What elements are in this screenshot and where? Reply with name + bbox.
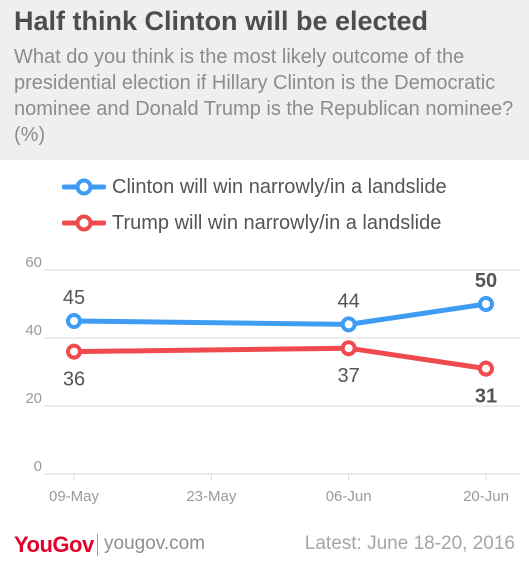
clinton-data-label: 50 (475, 270, 497, 292)
clinton-data-label: 45 (63, 287, 85, 309)
clinton-data-point (66, 313, 82, 329)
chart-subtitle: What do you think is the most likely out… (14, 46, 514, 146)
trump-data-label: 31 (475, 386, 497, 408)
y-tick-label: 20 (25, 390, 42, 407)
footer-site-link[interactable]: yougov.com (104, 533, 206, 554)
line-chart: 0 20 40 60 09-May 23-May 06-Jun 20-Jun 45 44 50 36 3… (25, 254, 520, 505)
legend-label-clinton: Clinton will win narrowly/in a landslide (112, 176, 447, 198)
footer-latest-date: Latest: June 18-20, 2016 (304, 533, 515, 554)
legend-swatch-trump (62, 214, 106, 232)
footer-separator (97, 534, 98, 556)
x-tick-label: 20-Jun (463, 488, 509, 505)
clinton-data-label: 44 (338, 290, 360, 312)
trump-data-label: 37 (338, 365, 360, 387)
trump-data-point (478, 360, 494, 377)
clinton-data-point (478, 296, 494, 312)
y-tick-label: 0 (34, 458, 42, 475)
x-tick-label: 06-Jun (326, 488, 372, 505)
chart-header: Half think Clinton will be elected What … (0, 0, 529, 160)
legend-swatch-clinton (62, 178, 106, 196)
x-tick-label: 23-May (186, 488, 237, 505)
trump-data-point (340, 340, 357, 357)
clinton-series-line (71, 301, 489, 327)
trump-data-point (66, 343, 82, 360)
legend-label-trump: Trump will win narrowly/in a landslide (112, 212, 442, 234)
clinton-data-point (340, 316, 357, 333)
y-tick-label: 40 (25, 322, 42, 339)
chart-title: Half think Clinton will be elected (14, 6, 429, 36)
y-tick-label: 60 (25, 254, 42, 271)
trump-series-line (71, 345, 489, 372)
trump-data-label: 36 (63, 369, 85, 391)
x-tick-label: 09-May (49, 488, 100, 505)
yougov-logo: YouGov (14, 532, 94, 557)
